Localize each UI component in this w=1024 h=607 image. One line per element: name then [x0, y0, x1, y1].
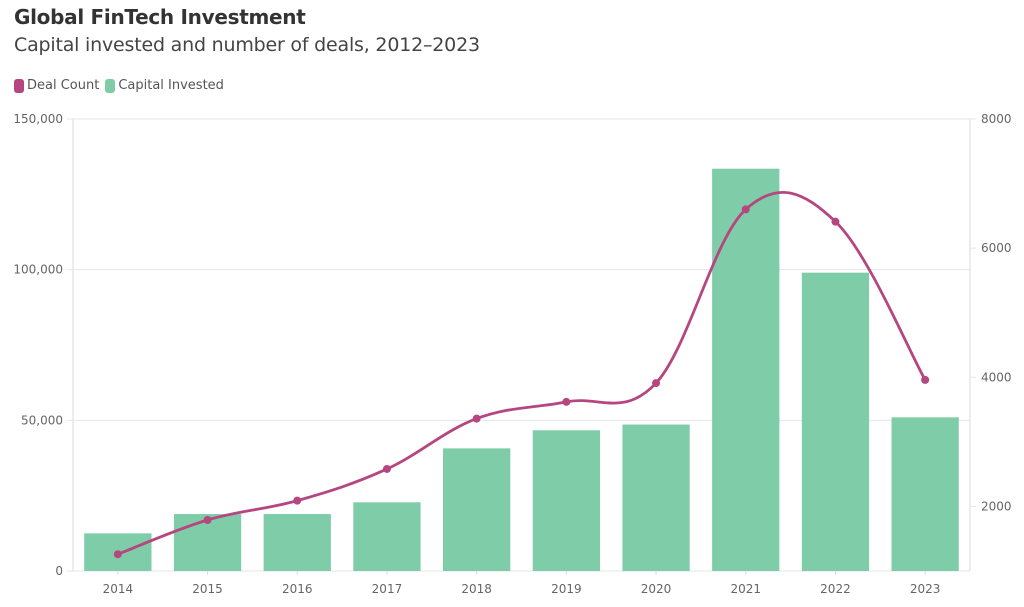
point-deal-count-2015	[203, 515, 212, 524]
x-axis-tick-label: 2016	[282, 582, 313, 596]
left-axis-tick-label: 0	[55, 564, 63, 578]
legend-label-deal-count: Deal Count	[27, 78, 100, 93]
x-axis-tick-label: 2018	[461, 582, 492, 596]
right-axis-tick-label: 6000	[981, 241, 1012, 255]
legend-label-capital-invested: Capital Invested	[118, 78, 224, 93]
point-deal-count-2019	[562, 397, 571, 406]
right-axis-tick-label: 2000	[981, 499, 1012, 513]
bar-capital-invested-2018	[443, 448, 511, 571]
bar-capital-invested-2019	[532, 430, 600, 571]
x-axis-tick-label: 2023	[910, 582, 941, 596]
bar-capital-invested-2021	[712, 168, 780, 571]
point-deal-count-2020	[652, 379, 661, 388]
point-deal-count-2023	[921, 375, 930, 384]
bar-capital-invested-2020	[622, 424, 690, 571]
point-deal-count-2018	[472, 414, 481, 423]
right-axis-tick-label: 8000	[981, 112, 1012, 126]
legend-item-deal-count[interactable]: Deal Count	[14, 78, 99, 93]
left-axis-tick-label: 50,000	[21, 413, 63, 427]
point-deal-count-2016	[293, 496, 302, 505]
legend-swatch-capital-invested	[105, 78, 116, 93]
left-axis-tick-label: 150,000	[13, 112, 63, 126]
legend-swatch-deal-count	[14, 78, 24, 93]
x-axis-tick-label: 2019	[551, 582, 582, 596]
left-axis-tick-label: 100,000	[13, 263, 63, 277]
bar-capital-invested-2022	[801, 272, 870, 571]
right-axis-tick-label: 4000	[981, 370, 1012, 384]
x-axis-tick-label: 2015	[192, 582, 223, 596]
chart-subtitle: Capital invested and number of deals, 20…	[14, 34, 480, 56]
chart-title: Global FinTech Investment	[14, 5, 306, 29]
bar-capital-invested-2023	[891, 417, 959, 571]
bar-capital-invested-2016	[263, 514, 331, 571]
x-axis-tick-label: 2017	[372, 582, 403, 596]
legend: Deal Count Capital Invested	[14, 78, 230, 93]
point-deal-count-2021	[741, 205, 750, 214]
x-axis-tick-label: 2020	[641, 582, 672, 596]
legend-item-capital-invested[interactable]: Capital Invested	[105, 78, 224, 93]
bar-capital-invested-2017	[353, 502, 421, 571]
point-deal-count-2017	[382, 464, 391, 473]
point-deal-count-2014	[113, 550, 122, 559]
x-axis-tick-label: 2014	[103, 582, 134, 596]
point-deal-count-2022	[831, 217, 840, 226]
x-axis-tick-label: 2022	[820, 582, 851, 596]
x-axis-tick-label: 2021	[730, 582, 761, 596]
